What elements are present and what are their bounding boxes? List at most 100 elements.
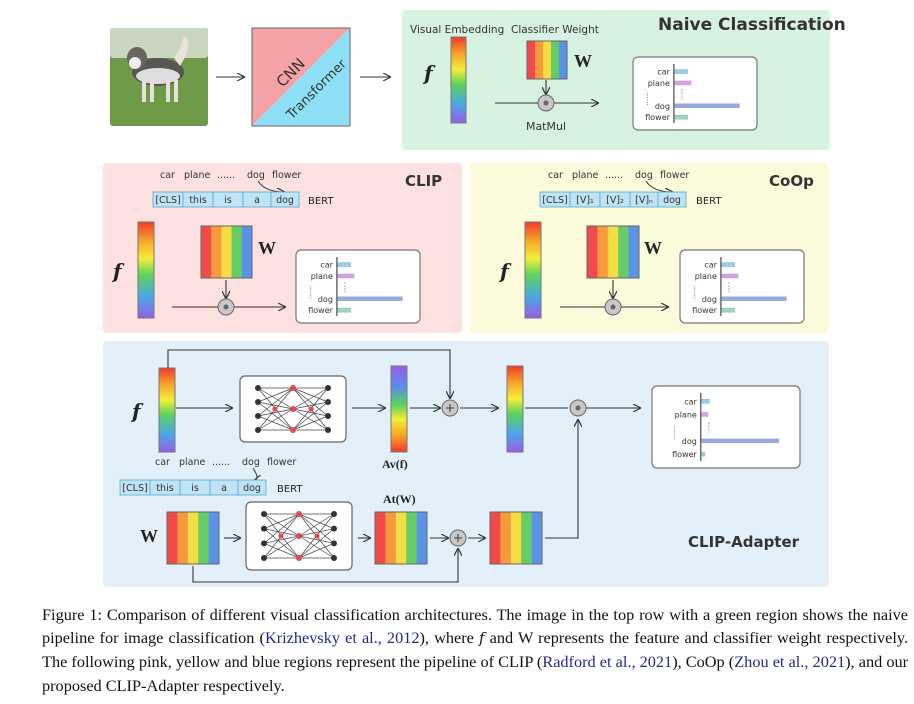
mlp-edge [257,387,294,403]
class-label: flower [672,450,697,459]
weight-column [527,41,536,79]
class-label: car [657,68,670,77]
score-chart [295,249,421,324]
mlp-edge [263,535,300,544]
connector-arrow [545,420,578,539]
dog-leg [166,80,170,102]
mlp-node [325,385,331,391]
score-bar [721,296,787,301]
mlp-edge [257,401,294,431]
adapted-visual-feature [390,365,408,453]
clip-adapter-title: CLIP-Adapter [688,533,800,551]
weight-column [375,512,386,564]
f-symbol: f [111,259,125,283]
class-label: car [684,397,697,406]
class-label: dog [682,437,697,446]
mlp-node [314,533,320,539]
mlp-edge [257,401,294,410]
av-label: Av(f) [382,457,408,471]
mlp-edge [263,535,300,559]
citation-link[interactable]: Krizhevsky et al., 2012 [264,628,420,648]
class-name: dog [635,170,653,181]
weight-column [607,226,619,278]
backbone-box [251,27,351,127]
connector-arrow [167,349,450,398]
score-bar [701,412,709,417]
score-bar [337,307,352,313]
token-label: [V]ₙ [635,195,653,206]
weight-column [543,41,552,79]
mlp-edge [292,387,329,403]
token-label: [CLS] [122,483,147,494]
dot-icon [575,405,581,411]
score-bar [701,451,706,457]
class-label: car [320,261,333,270]
w-symbol: W [258,238,276,258]
weight-column [559,41,568,79]
class-name: dog [247,170,265,181]
token-label: a [221,483,227,494]
mlp-edge [292,408,329,431]
score-bar [337,262,352,267]
weight-column [597,226,609,278]
mlp-node [331,525,337,532]
class-name: plane [184,170,211,181]
class-name: car [160,170,175,181]
mlp-node [325,399,331,405]
class-name: flower [267,457,296,468]
mlp-node [325,413,331,419]
mlp-node [296,511,302,517]
token-label: is [191,483,199,494]
weight-matrix [489,511,543,565]
caption-text: and W represents the feature and classif… [42,628,909,672]
class-label: plane [311,272,333,281]
class-label: flower [308,306,333,315]
weight-column [177,512,189,564]
mlp-node [325,427,331,433]
class-label: dog [655,102,670,111]
adapted-weight-matrix [374,511,428,565]
mlp-edge [257,415,294,431]
token-label: this [156,483,173,494]
mlp-node [290,427,296,433]
citation-link[interactable]: Radford et al., 2021 [542,652,673,672]
weight-column [231,226,243,278]
mlp-edge [257,408,294,431]
token-box [270,191,300,208]
mlp-edge [292,415,329,431]
dog-leg [142,80,146,102]
score-chart [651,385,801,469]
token-label: a [254,195,260,206]
w-symbol: W [574,51,592,71]
ellipsis-label: ...... [672,426,680,439]
at-label: At(W) [383,492,416,506]
weight-column [198,512,209,564]
mlp-edge [257,387,294,410]
transformer-region [252,28,350,126]
class-name: flower [660,170,689,181]
mlp-node [255,413,261,419]
mlp-edge [257,408,294,417]
weight-column [201,226,212,278]
citation-link[interactable]: Zhou et al., 2021 [734,652,846,672]
mlp-edge [292,401,329,431]
weight-column [531,512,543,564]
clip-title: CLIP [405,172,442,190]
mlp-edge [298,535,335,559]
feature-vector [158,367,176,453]
weight-column [587,226,598,278]
weight-column [385,512,397,564]
score-bar [721,262,736,267]
weight-column [395,512,407,564]
score-bar [337,296,403,301]
class-label: flower [692,306,717,315]
weight-column [535,41,544,79]
score-bar [701,438,780,444]
mlp-node [255,427,261,433]
weight-column [208,512,220,564]
mlp-edge [292,387,329,410]
mlp-edge [263,543,300,559]
ellipsis-label: ...... [645,92,653,105]
mlp-edge [298,513,335,544]
